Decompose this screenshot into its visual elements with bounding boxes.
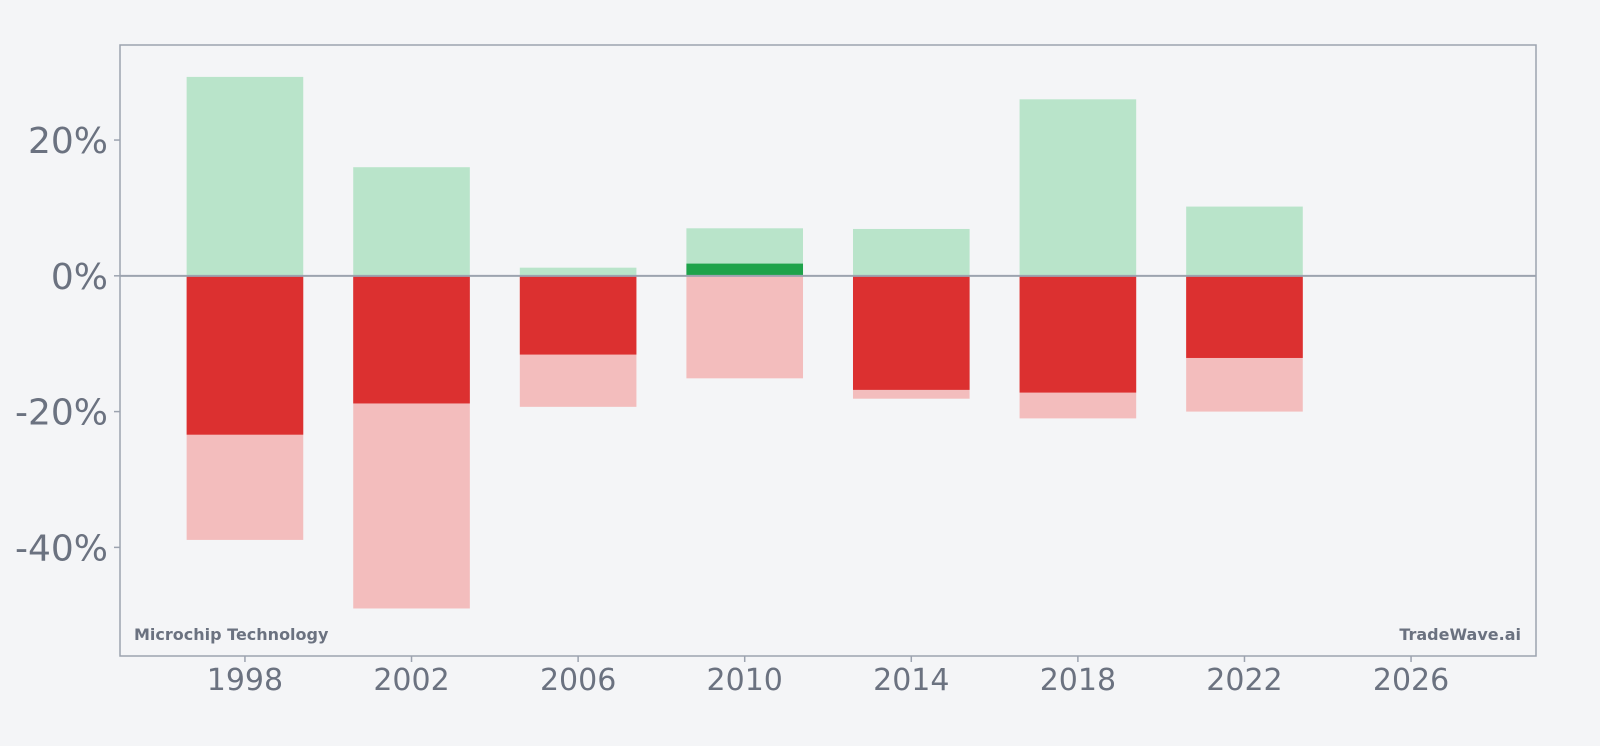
bar-annual-return [519,275,637,355]
x-tick-label: 2010 [707,663,783,698]
bar-group-2010 [686,228,804,379]
bar-annual-return [686,263,804,276]
bar-group-2022 [1186,206,1303,412]
bar-max-gain [186,76,304,276]
x-tick-label: 1998 [207,663,283,698]
brand-watermark: TradeWave.ai [1399,625,1521,644]
bar-annual-return [852,275,970,390]
bar-max-gain [852,228,970,276]
axis-layer: 20% 0% -20% -40% 1998 2002 2006 2010 2014 2018 202… [15,121,1449,698]
x-tick-label: 2006 [540,663,616,698]
bar-annual-return [1186,275,1303,358]
bar-annual-return [186,275,304,435]
bar-annual-return [1019,275,1137,393]
bar-group-2006 [519,267,637,407]
x-tick-label: 2014 [873,663,949,698]
company-label: Microchip Technology [134,625,329,644]
bar-max-gain [1186,206,1303,276]
bar-max-drawdown [686,275,804,379]
bar-group-1998 [186,76,304,540]
bar-annual-return [353,275,470,404]
bars-layer [186,76,1303,609]
bar-group-2002 [353,167,470,609]
x-tick-label: 2026 [1373,663,1449,698]
y-tick-label: 20% [28,121,108,162]
bar-group-2018 [1019,99,1137,419]
y-tick-label: -20% [15,393,108,434]
bar-group-2014 [852,228,970,399]
y-tick-label: 0% [51,257,108,298]
bar-max-gain [353,167,470,276]
x-tick-label: 2022 [1206,663,1282,698]
x-tick-label: 2018 [1040,663,1116,698]
bar-max-gain [519,267,637,276]
x-tick-label: 2002 [373,663,449,698]
plot-frame [119,44,1537,657]
y-tick-label: -40% [15,528,108,569]
bar-max-gain [1019,99,1137,276]
